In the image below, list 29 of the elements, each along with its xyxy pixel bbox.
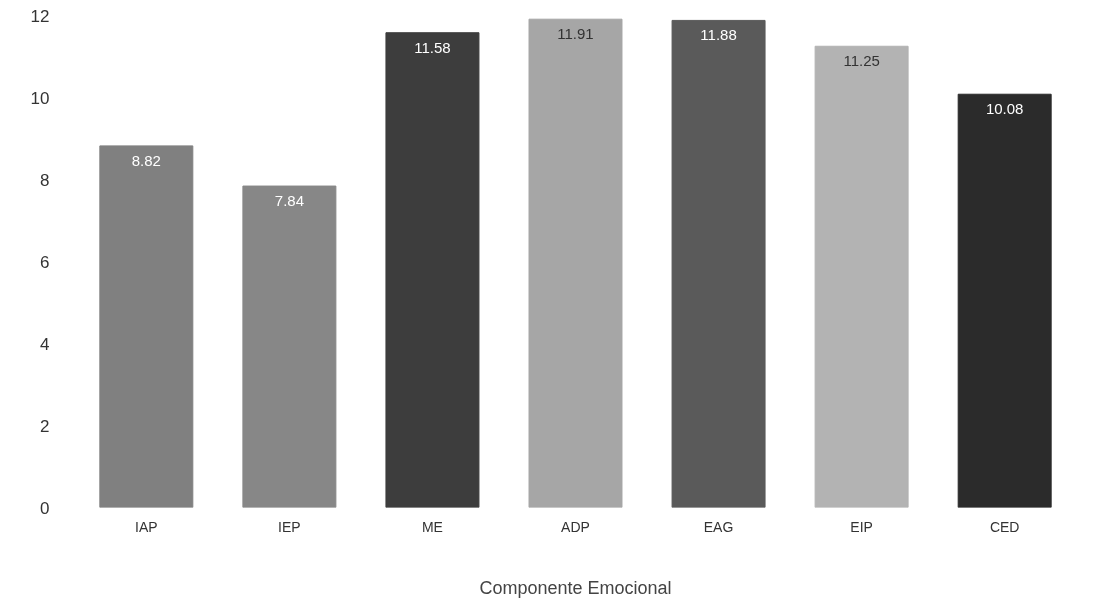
data-label: 11.58 <box>414 38 451 56</box>
x-tick-label: ME <box>421 518 443 535</box>
y-tick-label: 10 <box>30 88 50 108</box>
y-tick-label: 0 <box>40 498 50 518</box>
x-tick-label: IAP <box>135 518 158 535</box>
x-tick-label: CED <box>989 518 1020 535</box>
data-label: 11.88 <box>700 26 737 44</box>
y-tick-label: 2 <box>40 416 50 436</box>
bar <box>385 32 480 508</box>
bar <box>671 19 766 508</box>
bar <box>957 93 1052 508</box>
bar <box>242 185 337 508</box>
y-tick-label: 8 <box>40 170 50 190</box>
bar <box>99 145 194 508</box>
x-tick-label: ADP <box>561 518 590 535</box>
x-axis-title: Componente Emocional <box>479 577 672 598</box>
x-tick-label: EAG <box>703 518 734 535</box>
data-label: 11.25 <box>843 52 880 70</box>
bar <box>814 45 909 508</box>
y-tick-label: 6 <box>40 252 50 272</box>
bar <box>528 18 623 508</box>
y-tick-label: 12 <box>30 6 50 26</box>
x-tick-label: EIP <box>850 518 873 535</box>
x-tick-label: IEP <box>278 518 301 535</box>
data-label: 7.84 <box>274 192 304 210</box>
data-label: 8.82 <box>131 151 161 169</box>
data-label: 11.91 <box>557 25 594 43</box>
y-tick-label: 4 <box>40 334 50 354</box>
data-label: 10.08 <box>985 100 1024 118</box>
